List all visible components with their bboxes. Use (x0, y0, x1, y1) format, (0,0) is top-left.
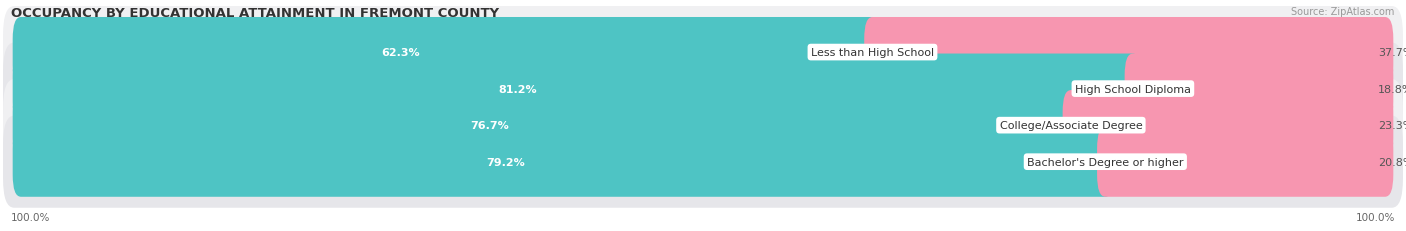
Text: 37.7%: 37.7% (1378, 48, 1406, 58)
Text: 81.2%: 81.2% (498, 84, 537, 94)
FancyBboxPatch shape (1125, 54, 1393, 124)
FancyBboxPatch shape (3, 43, 1403, 135)
Text: 100.0%: 100.0% (1355, 212, 1395, 222)
FancyBboxPatch shape (1097, 127, 1393, 197)
FancyBboxPatch shape (3, 80, 1403, 171)
Text: 20.8%: 20.8% (1378, 157, 1406, 167)
FancyBboxPatch shape (3, 116, 1403, 208)
Text: 23.3%: 23.3% (1378, 121, 1406, 131)
Text: College/Associate Degree: College/Associate Degree (1000, 121, 1142, 131)
FancyBboxPatch shape (13, 18, 880, 88)
Text: 76.7%: 76.7% (470, 121, 509, 131)
FancyBboxPatch shape (1063, 91, 1393, 161)
FancyBboxPatch shape (13, 54, 1142, 124)
Text: OCCUPANCY BY EDUCATIONAL ATTAINMENT IN FREMONT COUNTY: OCCUPANCY BY EDUCATIONAL ATTAINMENT IN F… (11, 7, 499, 20)
FancyBboxPatch shape (865, 18, 1393, 88)
Text: 62.3%: 62.3% (381, 48, 419, 58)
Text: 100.0%: 100.0% (11, 212, 51, 222)
Text: High School Diploma: High School Diploma (1076, 84, 1191, 94)
Text: Bachelor's Degree or higher: Bachelor's Degree or higher (1028, 157, 1184, 167)
Text: Less than High School: Less than High School (811, 48, 934, 58)
Text: 79.2%: 79.2% (485, 157, 524, 167)
FancyBboxPatch shape (13, 91, 1080, 161)
FancyBboxPatch shape (3, 7, 1403, 99)
FancyBboxPatch shape (13, 127, 1114, 197)
Text: Source: ZipAtlas.com: Source: ZipAtlas.com (1291, 7, 1395, 17)
Text: 18.8%: 18.8% (1378, 84, 1406, 94)
